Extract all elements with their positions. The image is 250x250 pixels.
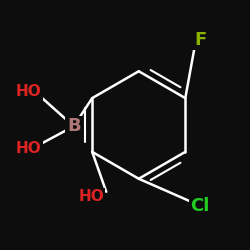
Text: B: B [67, 117, 80, 135]
Text: Cl: Cl [190, 197, 210, 215]
Text: F: F [194, 31, 206, 49]
Text: HO: HO [16, 84, 42, 99]
Text: HO: HO [16, 141, 42, 156]
Text: HO: HO [78, 189, 104, 204]
